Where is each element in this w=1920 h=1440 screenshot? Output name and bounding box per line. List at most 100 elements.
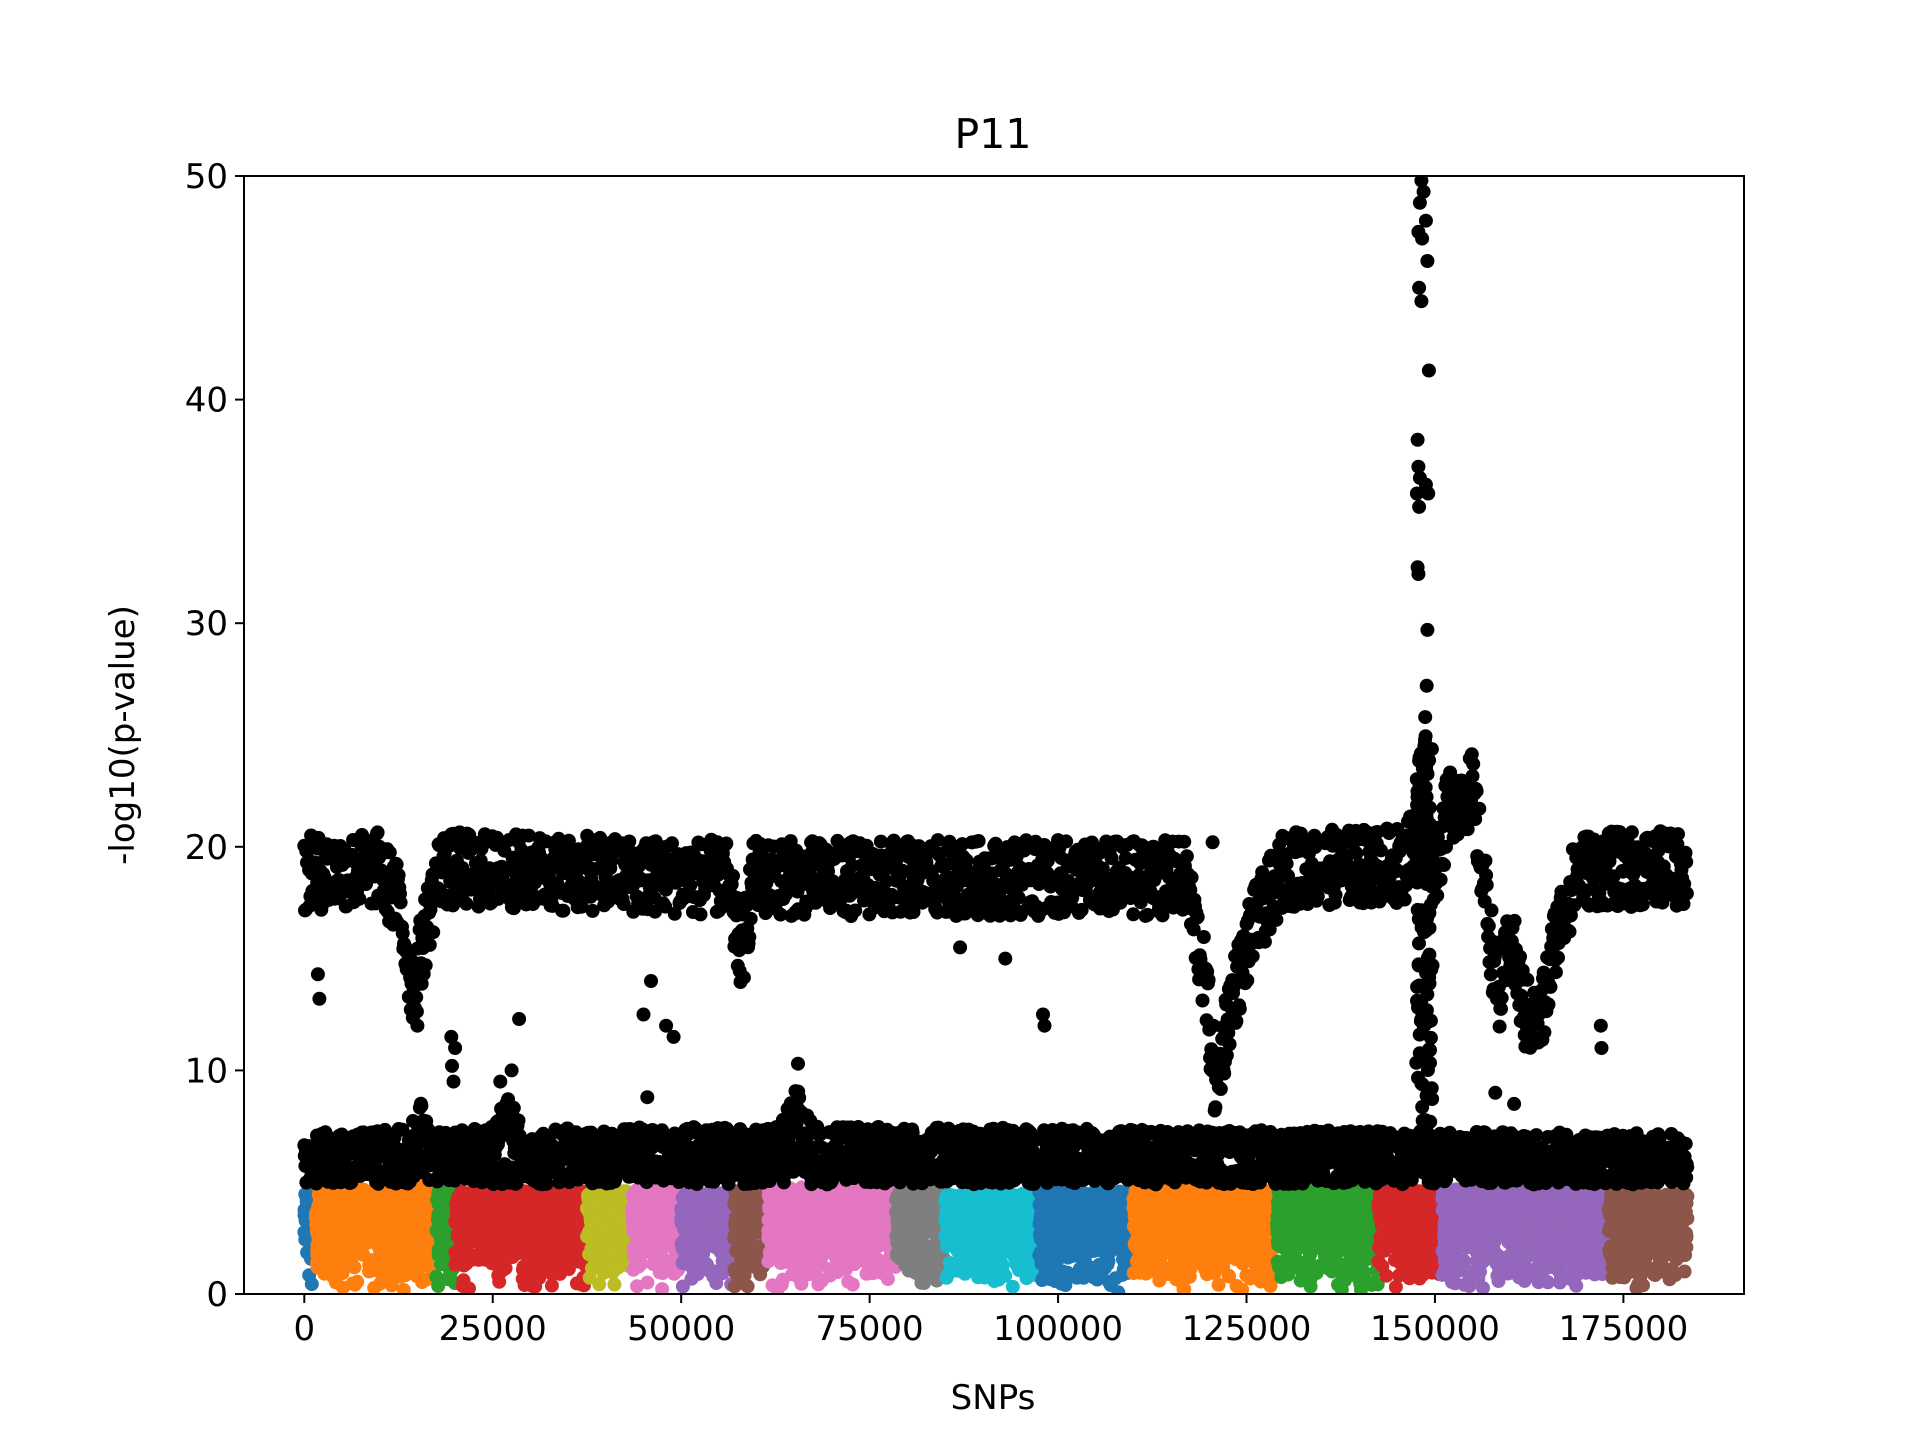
chromosome-series: [1032, 1184, 1141, 1294]
data-point: [823, 1204, 838, 1219]
data-point: [727, 1279, 742, 1294]
data-point: [1083, 1216, 1098, 1231]
data-point: [813, 1245, 827, 1260]
data-point: [434, 1225, 449, 1240]
data-point: [792, 1194, 807, 1209]
data-point: [607, 1277, 622, 1292]
data-point: [583, 1211, 598, 1226]
data-point: [347, 1277, 362, 1292]
data-point: [1052, 1272, 1066, 1287]
data-point: [674, 1216, 689, 1231]
data-point: [469, 1197, 484, 1212]
data-point: [553, 1224, 568, 1239]
data-point: [1005, 1244, 1020, 1259]
data-point: [318, 1236, 333, 1251]
data-point: [533, 1221, 547, 1236]
data-point: [995, 1257, 1010, 1272]
data-point: [703, 1264, 718, 1279]
chromosome-series: [1126, 1179, 1284, 1294]
data-point: [393, 1269, 407, 1284]
chromosome-series: [448, 1184, 594, 1294]
data-point: [554, 1210, 569, 1225]
data-point: [389, 1247, 404, 1262]
data-point: [313, 1257, 328, 1272]
data-point: [695, 1207, 710, 1221]
data-point: [999, 1219, 1014, 1234]
data-point: [963, 1192, 978, 1207]
data-point: [363, 1263, 378, 1278]
data-point: [801, 1260, 816, 1275]
data-point: [625, 1200, 640, 1215]
data-point: [597, 1220, 611, 1234]
data-point: [353, 1209, 368, 1224]
data-point: [1033, 1232, 1048, 1246]
data-point: [800, 1229, 815, 1244]
data-point: [1034, 1256, 1049, 1271]
data-point: [1069, 1270, 1084, 1285]
data-point: [336, 1280, 350, 1294]
data-point: [680, 1237, 694, 1252]
data-point: [740, 1279, 755, 1294]
data-point: [626, 1262, 641, 1277]
data-point: [675, 1279, 690, 1294]
data-point: [390, 1197, 405, 1212]
data-point: [825, 1223, 839, 1238]
data-point: [779, 1255, 794, 1269]
data-point: [867, 1221, 882, 1236]
data-point: [841, 1274, 856, 1289]
data-point: [654, 1255, 669, 1270]
data-point: [923, 1212, 938, 1227]
data-point: [304, 1277, 319, 1292]
data-point: [367, 1281, 382, 1294]
data-point: [1094, 1268, 1109, 1283]
data-point: [506, 1225, 521, 1239]
data-point: [792, 1271, 807, 1286]
data-point: [626, 1216, 641, 1231]
data-point: [480, 1218, 495, 1233]
data-point: [592, 1277, 607, 1292]
chromosome-series: [761, 1179, 903, 1294]
data-point: [638, 1228, 653, 1243]
data-point: [1015, 1190, 1030, 1205]
data-point: [912, 1201, 927, 1216]
data-point: [403, 1262, 417, 1277]
data-point: [356, 1247, 371, 1262]
data-point: [297, 1225, 312, 1240]
data-point: [827, 1191, 842, 1206]
data-point: [604, 1203, 619, 1218]
data-point: [593, 1195, 608, 1210]
data-point: [1057, 1196, 1072, 1210]
data-point: [774, 1242, 788, 1257]
data-point: [715, 1254, 730, 1269]
data-point: [946, 1231, 961, 1246]
data-point: [544, 1278, 559, 1293]
data-point: [1005, 1279, 1020, 1294]
data-point: [325, 1264, 340, 1279]
data-point: [775, 1272, 790, 1287]
data-point: [728, 1266, 743, 1281]
data-point: [830, 1255, 845, 1270]
data-point: [498, 1213, 513, 1228]
data-point: [943, 1212, 958, 1226]
data-point: [1055, 1247, 1070, 1261]
data-point: [396, 1230, 411, 1245]
data-point: [642, 1245, 657, 1260]
data-point: [630, 1279, 645, 1294]
data-point: [536, 1258, 551, 1273]
data-points-layer: [297, 176, 1695, 1294]
data-point: [581, 1227, 596, 1242]
data-point: [895, 1234, 910, 1249]
data-point: [874, 1254, 889, 1269]
data-point: [603, 1241, 618, 1256]
data-point: [737, 1196, 752, 1211]
data-point: [328, 1211, 342, 1226]
data-point: [848, 1223, 863, 1238]
data-point: [347, 1260, 362, 1275]
data-point: [1054, 1213, 1069, 1228]
data-point: [861, 1266, 875, 1281]
data-point: [946, 1261, 961, 1276]
data-point: [555, 1252, 570, 1267]
data-point: [914, 1262, 929, 1277]
data-point: [369, 1211, 384, 1226]
